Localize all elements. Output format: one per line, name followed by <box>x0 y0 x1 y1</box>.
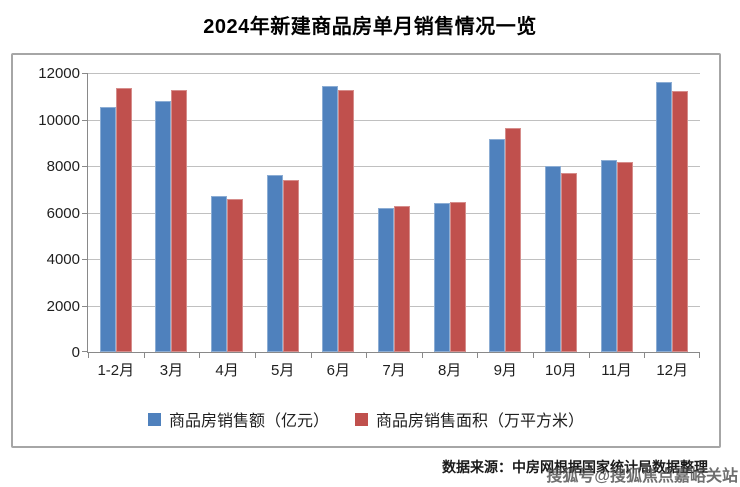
y-axis-label: 2000 <box>46 297 80 315</box>
x-axis-label: 9月 <box>493 362 517 379</box>
bar-group <box>366 73 422 352</box>
y-axis-label: 10000 <box>38 111 80 129</box>
y-axis-tick <box>82 305 87 307</box>
bar-group <box>422 73 478 352</box>
x-axis-tick <box>588 353 590 358</box>
bar <box>171 89 188 352</box>
x-axis-tick <box>88 353 89 358</box>
gridline <box>88 73 700 74</box>
bar <box>211 196 228 352</box>
bar <box>560 173 577 352</box>
y-axis-tick <box>82 73 87 74</box>
y-axis-tick <box>82 119 87 121</box>
gridline <box>88 166 700 167</box>
bar-group <box>589 73 645 352</box>
x-axis-label: 12月 <box>656 362 689 379</box>
x-axis-tick <box>199 353 201 358</box>
bar <box>99 106 116 352</box>
bar <box>377 207 394 352</box>
bar <box>672 90 689 352</box>
y-axis-label: 0 <box>71 344 80 361</box>
page-title: 2024年新建商品房单月销售情况一览 <box>203 16 537 38</box>
plot-area: 0 2000 4000 6000 8000 10000 12000 1-2月 3月 4月 5月 6月 7… <box>38 65 700 379</box>
x-axis-tick <box>699 353 700 358</box>
gridline <box>88 119 700 121</box>
legend-label: 商品房销售额（亿元） <box>168 413 329 430</box>
bar <box>505 127 522 352</box>
x-axis-tick <box>421 353 423 358</box>
x-axis-line <box>87 352 700 353</box>
bar <box>433 203 450 352</box>
y-axis-label: 4000 <box>46 251 80 268</box>
bar <box>489 138 506 352</box>
y-axis-tick <box>82 212 87 214</box>
bar-group <box>311 73 367 352</box>
x-axis-label: 11月 <box>601 362 632 379</box>
bar <box>322 85 339 352</box>
bar <box>227 199 244 352</box>
bar <box>600 159 617 352</box>
bar <box>449 201 466 352</box>
watermark-text: 搜狐号@搜狐焦点嘉峪关站 <box>546 468 738 485</box>
bar <box>656 82 673 352</box>
bar <box>155 101 172 352</box>
x-axis-tick <box>254 353 256 358</box>
legend-item: 商品房销售额（亿元） <box>147 407 329 431</box>
x-axis-tick <box>644 353 646 358</box>
legend-item: 商品房销售面积（万平方米） <box>355 407 584 431</box>
bar <box>282 180 299 352</box>
bar <box>393 206 410 352</box>
x-axis-tick <box>310 353 312 358</box>
y-axis-label: 12000 <box>38 65 80 82</box>
y-axis-tick <box>82 351 87 352</box>
legend-swatch-icon <box>147 412 161 426</box>
x-axis-label: 4月 <box>215 362 239 379</box>
x-axis-label: 3月 <box>159 362 184 379</box>
bar <box>338 89 355 352</box>
bar-group <box>144 73 200 352</box>
bar-group <box>477 73 533 352</box>
x-axis-label: 10月 <box>545 362 577 379</box>
y-axis-tick <box>82 259 87 260</box>
y-axis-tick <box>82 166 87 167</box>
bar <box>616 161 633 352</box>
x-axis-tick <box>366 353 368 358</box>
x-axis-label: 7月 <box>382 362 406 379</box>
bar-group <box>533 73 589 352</box>
bar <box>544 166 561 352</box>
x-axis-label: 8月 <box>437 362 462 379</box>
legend-label: 商品房销售面积（万平方米） <box>376 413 585 430</box>
y-axis-line <box>87 73 88 353</box>
y-axis-label: 6000 <box>46 204 80 222</box>
bar-group <box>255 73 311 352</box>
legend-swatch-icon <box>355 412 368 426</box>
bar <box>266 175 283 352</box>
bar-group <box>88 73 144 352</box>
bar <box>115 87 132 352</box>
bar-group <box>644 73 700 352</box>
bar-group <box>199 73 255 352</box>
x-axis-label: 6月 <box>326 362 351 379</box>
x-axis-tick <box>477 353 479 358</box>
x-axis-label: 5月 <box>271 362 295 379</box>
x-axis-tick <box>143 353 145 358</box>
x-axis-tick <box>533 353 535 358</box>
data-source-note: 数据来源：中房网根据国家统计局数据整理 <box>442 459 708 475</box>
x-axis-label: 1-2月 <box>97 362 135 379</box>
y-axis-label: 8000 <box>46 158 80 175</box>
legend: 商品房销售额（亿元） 商品房销售面积（万平方米） <box>11 407 721 431</box>
